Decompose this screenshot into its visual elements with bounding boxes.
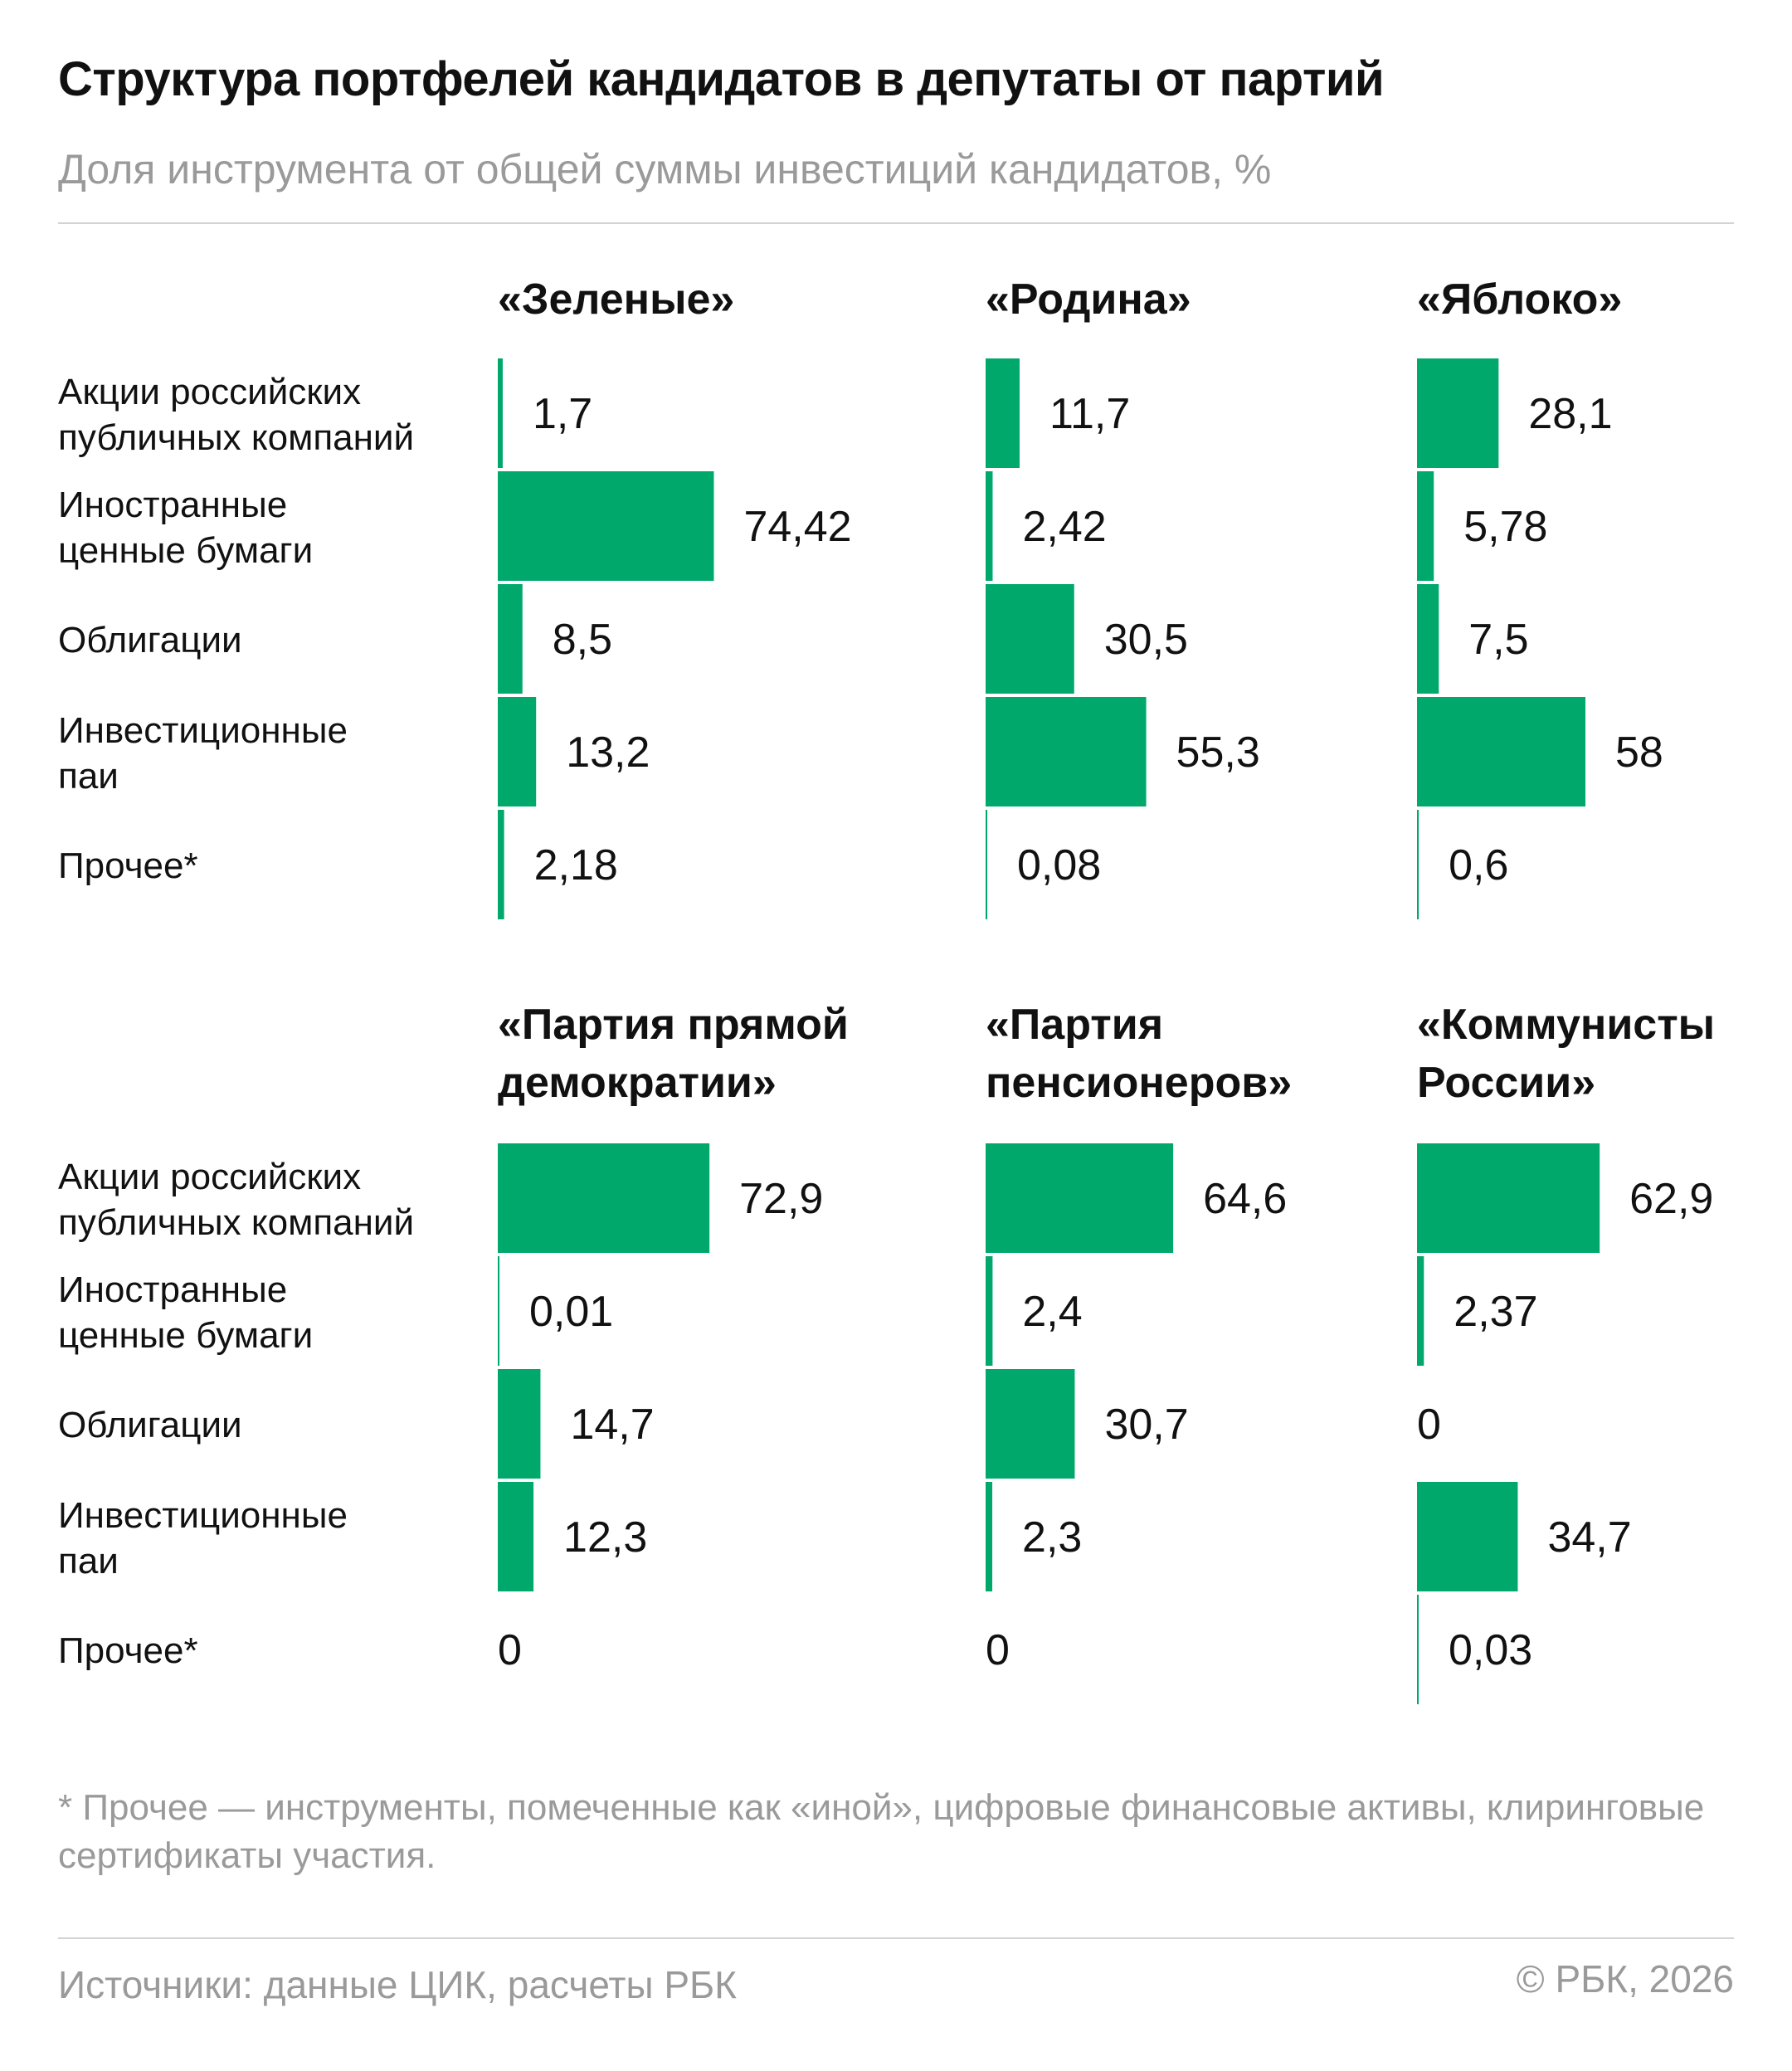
bar [498,697,537,806]
bar [986,584,1074,694]
source-note: Источники: данные ЦИК, расчеты РБК [58,1963,737,2006]
bar [986,1256,993,1366]
value-label: 2,18 [534,841,618,889]
bar [986,1482,993,1591]
value-label: 2,3 [1022,1513,1082,1562]
value-label: 2,37 [1454,1288,1537,1336]
category-label: Акции российских [58,372,361,412]
bar [1417,1256,1424,1366]
copyright: © РБК, 2026 [1516,1957,1734,2000]
bar [498,1143,710,1253]
category-label: Акции российских [58,1157,361,1197]
category-label: Инвестиционные [58,1495,348,1536]
category-label: публичных компаний [58,1202,414,1243]
bar [986,358,1020,468]
party-title: «Яблоко» [1417,275,1622,324]
bar [1417,1482,1518,1591]
value-label: 74,42 [743,503,851,551]
bar [498,1256,499,1366]
bar [498,1369,541,1479]
value-label: 2,42 [1022,503,1106,551]
value-label: 34,7 [1547,1513,1631,1562]
party-title: «Зеленые» [498,275,734,324]
divider-top [58,222,1734,224]
value-label: 13,2 [566,729,650,777]
value-label: 2,4 [1022,1288,1082,1336]
category-label: Инвестиционные [58,710,348,751]
bar [986,810,987,919]
category-label: ценные бумаги [58,1315,313,1356]
category-label: Облигации [58,1405,242,1445]
bar [1417,1595,1419,1704]
value-label: 0,01 [529,1288,613,1336]
category-label: Иностранные [58,1269,287,1310]
bar [986,1143,1174,1253]
category-label: ценные бумаги [58,530,313,571]
category-label: Прочее* [58,845,198,886]
category-label: публичных компаний [58,417,414,458]
party-title: «Родина» [986,275,1191,324]
bar [986,471,993,581]
value-label: 62,9 [1629,1175,1713,1223]
chart-title: Структура портфелей кандидатов в депутат… [58,52,1385,106]
bar [498,810,504,919]
value-label: 1,7 [533,390,592,438]
bar [986,1369,1075,1479]
bar [1417,471,1434,581]
bar [1417,697,1585,806]
bar [498,584,523,694]
bar [1417,1143,1600,1253]
bar [498,358,503,468]
party-title: «Партия прямой [498,1001,849,1049]
category-label: паи [58,1541,119,1581]
category-label: Иностранные [58,485,287,525]
value-label: 30,7 [1104,1401,1188,1449]
footnote: * Прочее — инструменты, помеченные как «… [58,1787,1705,1876]
party-title: России» [1417,1059,1595,1107]
value-label: 58 [1615,729,1663,777]
bar [986,697,1147,806]
value-label: 7,5 [1468,616,1528,664]
bar [1417,584,1439,694]
category-label: паи [58,756,119,797]
value-label: 8,5 [553,616,612,664]
value-label: 11,7 [1049,390,1130,438]
bar [498,1482,534,1591]
chart-subtitle: Доля инструмента от общей суммы инвестиц… [58,146,1272,192]
value-label: 5,78 [1463,503,1547,551]
category-label: Прочее* [58,1630,198,1671]
party-title: пенсионеров» [986,1059,1292,1107]
value-label: 0 [986,1626,1010,1674]
category-label: Облигации [58,620,242,660]
divider-bottom [58,1937,1734,1939]
value-label: 55,3 [1176,729,1260,777]
value-label: 14,7 [570,1401,654,1449]
value-label: 72,9 [739,1175,823,1223]
value-label: 30,5 [1104,616,1188,664]
value-label: 0 [498,1626,522,1674]
value-label: 28,1 [1528,390,1612,438]
party-title: «Коммунисты [1417,1001,1715,1049]
party-title: «Партия [986,1001,1163,1049]
bar [1417,358,1499,468]
bar [498,471,714,581]
party-title: демократии» [498,1059,777,1107]
value-label: 12,3 [563,1513,647,1562]
value-label: 0,03 [1449,1626,1532,1674]
bar [1417,810,1419,919]
small-multiples-bar-chart: Акции российских публичных компаний Иностр… [58,275,1715,1704]
value-label: 64,6 [1203,1175,1287,1223]
value-label: 0,6 [1449,841,1508,889]
value-label: 0,08 [1017,841,1101,889]
value-label: 0 [1417,1401,1441,1449]
